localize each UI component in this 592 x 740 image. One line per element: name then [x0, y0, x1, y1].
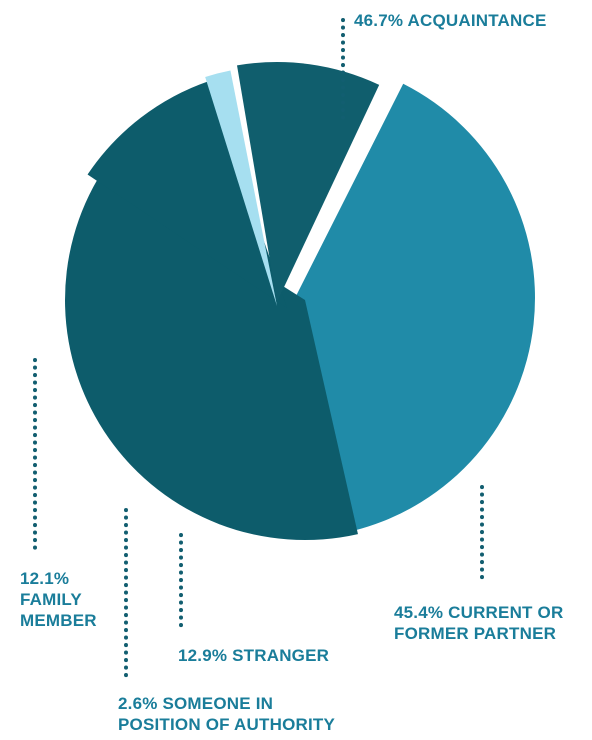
label-acquaintance: 46.7% ACQUAINTANCE [354, 10, 547, 31]
label-family-line-2: FAMILY [20, 590, 82, 609]
label-stranger-line-1: 12.9% STRANGER [178, 646, 330, 665]
label-someone-in-position-of-authority: 2.6% SOMEONE IN POSITION OF AUTHORITY [118, 693, 335, 735]
label-family-line-1: 12.1% [20, 569, 70, 588]
label-partner-line-1: 45.4% CURRENT OR [394, 603, 564, 622]
label-stranger: 12.9% STRANGER [178, 645, 329, 666]
label-authority-line-2: POSITION OF AUTHORITY [118, 715, 336, 734]
pie-slice-someone-in-position-of-authority [205, 70, 277, 306]
pie-slice-current-or-former-partner [65, 172, 358, 540]
label-current-or-former-partner: 45.4% CURRENT OR FORMER PARTNER [394, 602, 563, 644]
label-authority-line-1: 2.6% SOMEONE IN [118, 694, 274, 713]
label-acquaintance-line-1: 46.7% ACQUAINTANCE [354, 11, 547, 30]
pie-slice-family-member [237, 61, 380, 303]
pie-slice-acquaintance [295, 83, 535, 531]
label-partner-line-2: FORMER PARTNER [394, 624, 557, 643]
label-family-line-3: MEMBER [20, 611, 97, 630]
label-family-member: 12.1% FAMILY MEMBER [20, 568, 97, 631]
pie-slice-stranger [87, 81, 287, 308]
